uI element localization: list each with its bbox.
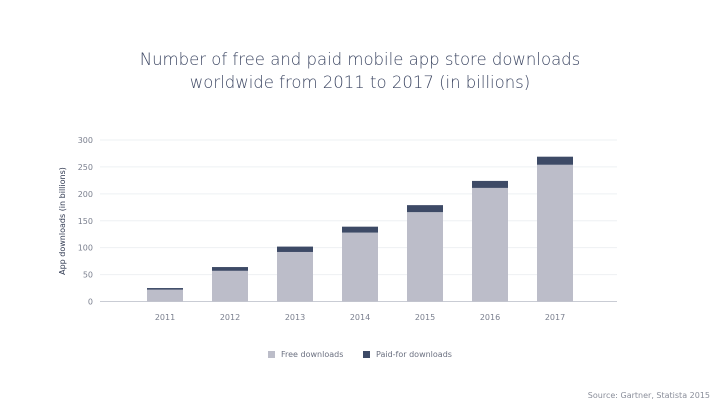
y-tick-label: 300 bbox=[78, 136, 93, 145]
x-tick-label: 2014 bbox=[350, 313, 370, 322]
bar-paid bbox=[277, 246, 313, 252]
source-note: Source: Gartner, Statista 2015 bbox=[587, 391, 710, 400]
bar-paid bbox=[472, 180, 508, 188]
legend-label-free: Free downloads bbox=[281, 350, 344, 359]
legend-item-paid: Paid-for downloads bbox=[363, 350, 452, 359]
legend-item-free: Free downloads bbox=[268, 350, 343, 359]
y-tick-label: 100 bbox=[78, 244, 93, 253]
bar-paid bbox=[342, 226, 378, 233]
x-tick-label: 2011 bbox=[155, 313, 175, 322]
bar-paid bbox=[212, 267, 248, 271]
legend-swatch-free bbox=[268, 351, 275, 358]
bar-free bbox=[277, 251, 313, 302]
bar-paid bbox=[537, 156, 573, 165]
legend-label-paid: Paid-for downloads bbox=[376, 350, 452, 359]
bar-free bbox=[407, 212, 443, 302]
y-axis-label: App downloads (in billions) bbox=[58, 167, 67, 275]
bar-paid bbox=[147, 288, 183, 290]
title-line-1: Number of free and paid mobile app store… bbox=[139, 50, 581, 69]
x-tick-label: 2013 bbox=[285, 313, 305, 322]
x-tick-label: 2015 bbox=[415, 313, 435, 322]
chart-title: Number of free and paid mobile app store… bbox=[0, 48, 720, 94]
y-tick-label: 150 bbox=[78, 217, 93, 226]
bar-free bbox=[212, 270, 248, 302]
bar-free bbox=[342, 232, 378, 302]
legend-swatch-paid bbox=[363, 351, 370, 358]
bar-paid bbox=[407, 205, 443, 213]
y-tick-label: 50 bbox=[83, 271, 93, 280]
y-tick-label: 0 bbox=[88, 298, 93, 307]
y-tick-label: 250 bbox=[78, 163, 93, 172]
y-tick-label: 200 bbox=[78, 190, 93, 199]
bar-free bbox=[147, 289, 183, 302]
x-tick-label: 2012 bbox=[220, 313, 240, 322]
bar-free bbox=[472, 187, 508, 302]
title-line-2: worldwide from 2011 to 2017 (in billions… bbox=[189, 73, 531, 92]
bar-free bbox=[537, 164, 573, 302]
x-tick-label: 2016 bbox=[480, 313, 500, 322]
x-tick-label: 2017 bbox=[545, 313, 565, 322]
